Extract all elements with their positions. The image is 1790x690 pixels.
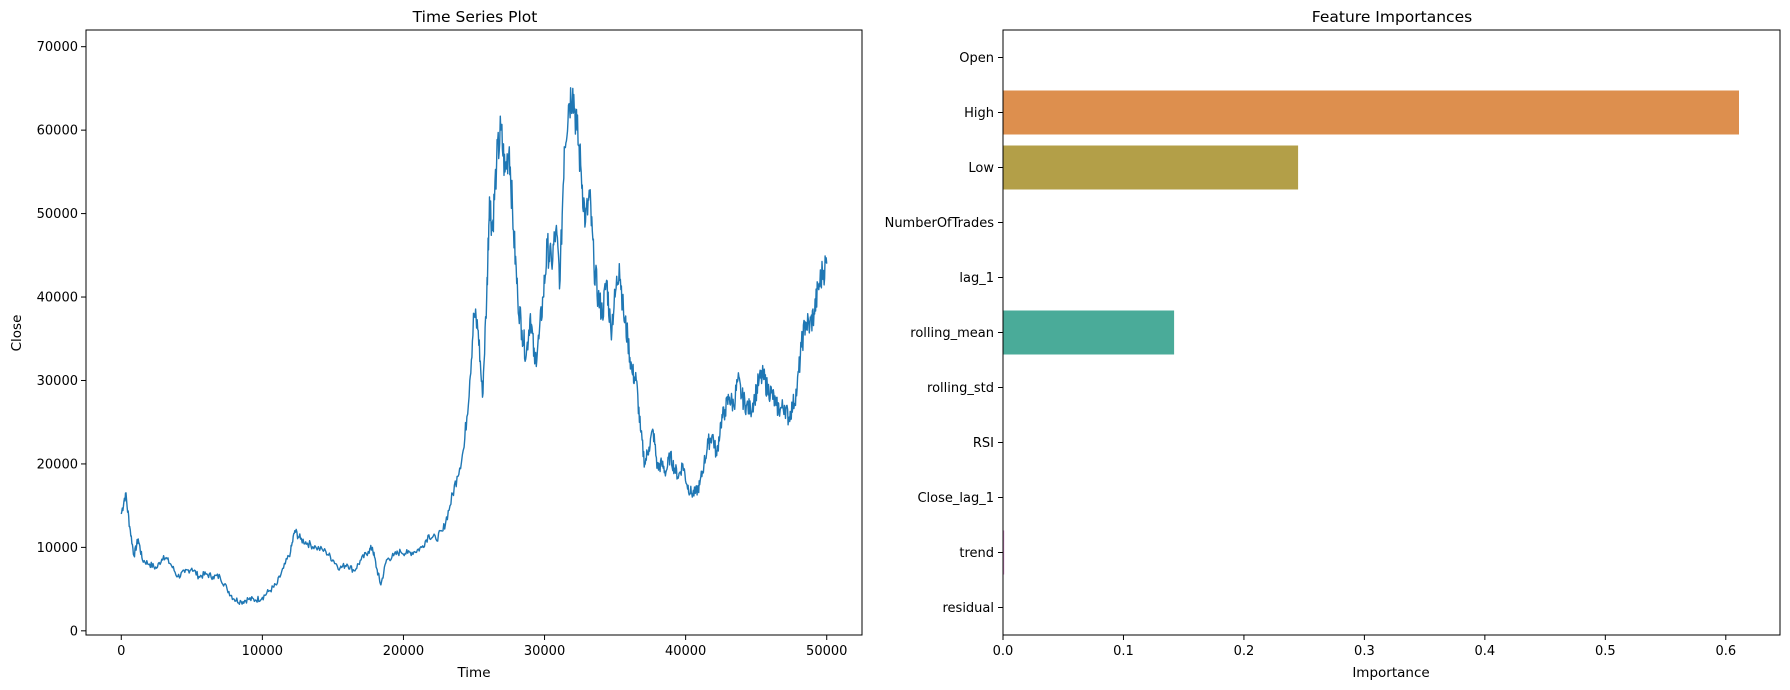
feature-importance-plot-frame	[1002, 29, 1781, 636]
feature-name-label: Low	[968, 161, 994, 176]
feature-name-label: RSI	[973, 436, 994, 451]
feature-importance-x-tick-label: 0.1	[1113, 644, 1134, 659]
bar-rolling-mean	[1003, 310, 1175, 355]
time-series-panel: Time Series Plot 0 10000 20000 30000 40000 50…	[9, 8, 863, 681]
feature-name-label: lag_1	[959, 271, 994, 286]
time-series-x-tick-label: 0	[117, 644, 125, 659]
close-series-line	[120, 87, 828, 605]
bar-low	[1003, 145, 1299, 190]
time-series-x-tick-label: 30000	[524, 644, 565, 659]
feature-importance-x-ticks: 0.0 0.1 0.2 0.3 0.4 0.5 0.6	[993, 635, 1736, 659]
feature-importance-bars	[1003, 90, 1739, 575]
feature-importance-panel: Feature Importances Open High Low NumberOfT…	[885, 8, 1781, 681]
feature-importance-x-axis-label: Importance	[1352, 665, 1429, 681]
time-series-y-tick-label: 60000	[37, 124, 78, 139]
time-series-x-tick-label: 10000	[242, 644, 283, 659]
feature-name-label: NumberOfTrades	[885, 216, 995, 231]
time-series-y-tick-label: 70000	[37, 40, 78, 55]
feature-importance-x-tick-label: 0.4	[1475, 644, 1496, 659]
time-series-y-tick-label: 40000	[37, 291, 78, 306]
time-series-x-axis-label: Time	[456, 665, 490, 681]
feature-name-label: rolling_std	[927, 381, 994, 396]
time-series-plot-frame	[85, 29, 863, 636]
feature-name-label: Open	[959, 51, 994, 66]
time-series-y-axis-label: Close	[9, 315, 25, 352]
time-series-title: Time Series Plot	[412, 8, 538, 26]
time-series-y-tick-label: 50000	[37, 207, 78, 222]
feature-name-label: residual	[942, 601, 994, 616]
feature-importance-x-tick-label: 0.6	[1715, 644, 1736, 659]
feature-importance-title: Feature Importances	[1312, 8, 1472, 26]
feature-name-label: rolling_mean	[910, 326, 994, 341]
time-series-x-tick-label: 50000	[806, 644, 847, 659]
feature-importance-x-tick-label: 0.0	[993, 644, 1014, 659]
time-series-x-ticks: 0 10000 20000 30000 40000 50000	[117, 635, 847, 659]
time-series-x-tick-label: 40000	[665, 644, 706, 659]
time-series-y-tick-label: 20000	[37, 457, 78, 472]
time-series-lines	[120, 87, 828, 605]
time-series-y-tick-label: 0	[70, 624, 78, 639]
feature-importance-x-tick-label: 0.3	[1354, 644, 1375, 659]
time-series-y-tick-label: 30000	[37, 374, 78, 389]
feature-name-label: High	[964, 106, 994, 121]
bar-trend	[1003, 530, 1005, 575]
bar-high	[1003, 90, 1739, 135]
feature-importance-y-ticks: Open High Low NumberOfTrades lag_1 rolling_me…	[885, 51, 1003, 616]
feature-importance-x-tick-label: 0.2	[1234, 644, 1255, 659]
feature-name-label: trend	[959, 546, 994, 561]
time-series-y-ticks: 0 10000 20000 30000 40000 50000 60000 70000	[37, 40, 86, 639]
feature-name-label: Close_lag_1	[917, 491, 994, 506]
time-series-y-tick-label: 10000	[37, 541, 78, 556]
time-series-x-tick-label: 20000	[383, 644, 424, 659]
feature-importance-x-tick-label: 0.5	[1595, 644, 1616, 659]
